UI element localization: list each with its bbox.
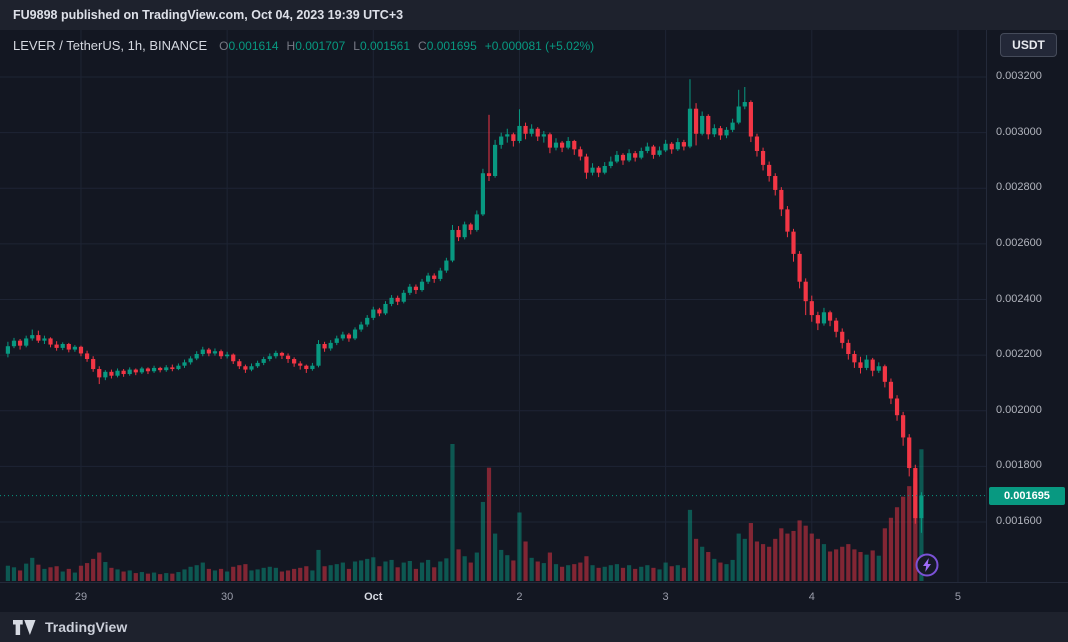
close-value: 0.001695 [426,39,477,53]
lightning-marker[interactable] [915,553,939,577]
price-tick-label: 0.002200 [996,348,1042,361]
time-tick-label: 5 [954,591,961,603]
last-price-label: 0.001695 [989,486,1065,505]
price-tick-label: 0.002400 [996,292,1042,305]
time-tick-label: 2 [516,591,523,603]
open-label: O [219,39,229,53]
change-value: +0.000081 (+5.02%) [484,39,595,53]
time-tick-label: 3 [662,591,669,603]
price-tick-label: 0.003200 [996,70,1042,82]
time-tick-label: 30 [221,591,234,603]
time-tick-label: 4 [808,591,815,603]
grid-lines [0,30,986,582]
close-readout: C 0.001695 [418,39,477,53]
attribution-bar: FU9898 published on TradingView.com, Oct… [0,0,1068,30]
open-value: 0.001614 [228,39,279,53]
low-readout: L 0.001561 [353,39,410,53]
time-tick-label: 29 [74,591,88,603]
high-label: H [286,39,296,53]
low-label: L [353,39,360,53]
low-value: 0.001561 [359,39,411,53]
currency-toggle-button[interactable]: USDT [1000,33,1057,57]
high-readout: H 0.001707 [287,39,346,53]
footer-bar: TradingView [0,612,1068,642]
price-tick-label: 0.003000 [996,125,1042,138]
tradingview-logo-icon[interactable] [13,619,37,635]
time-axis[interactable]: 29 30 Oct 2 3 4 5 [0,582,1068,612]
chart-header: LEVER / TetherUS, 1h, BINANCE O 0.001614 … [13,38,594,53]
candlestick-chart[interactable] [0,30,1068,582]
volume-bars [5,444,924,581]
candles [5,79,924,533]
ohlc-readout: O 0.001614 H 0.001707 L 0.001561 C 0.001695 … [219,39,594,53]
price-tick-label: 0.001600 [996,515,1042,527]
price-tick-label: 0.002800 [996,181,1042,194]
high-value: 0.001707 [295,39,346,53]
time-tick-label: Oct [364,591,383,603]
price-tick-label: 0.002600 [996,236,1042,249]
lightning-bolt-icon [915,553,939,577]
brand-name[interactable]: TradingView [45,619,128,635]
price-tick-label: 0.002000 [996,403,1042,416]
attribution-text: FU9898 published on TradingView.com, Oct… [13,8,404,22]
price-tick-label: 0.001800 [996,459,1042,472]
chart-region: LEVER / TetherUS, 1h, BINANCE O 0.001614 … [0,30,1068,582]
close-label: C [418,39,427,53]
open-readout: O 0.001614 [219,39,278,53]
symbol-title: LEVER / TetherUS, 1h, BINANCE [13,38,208,53]
